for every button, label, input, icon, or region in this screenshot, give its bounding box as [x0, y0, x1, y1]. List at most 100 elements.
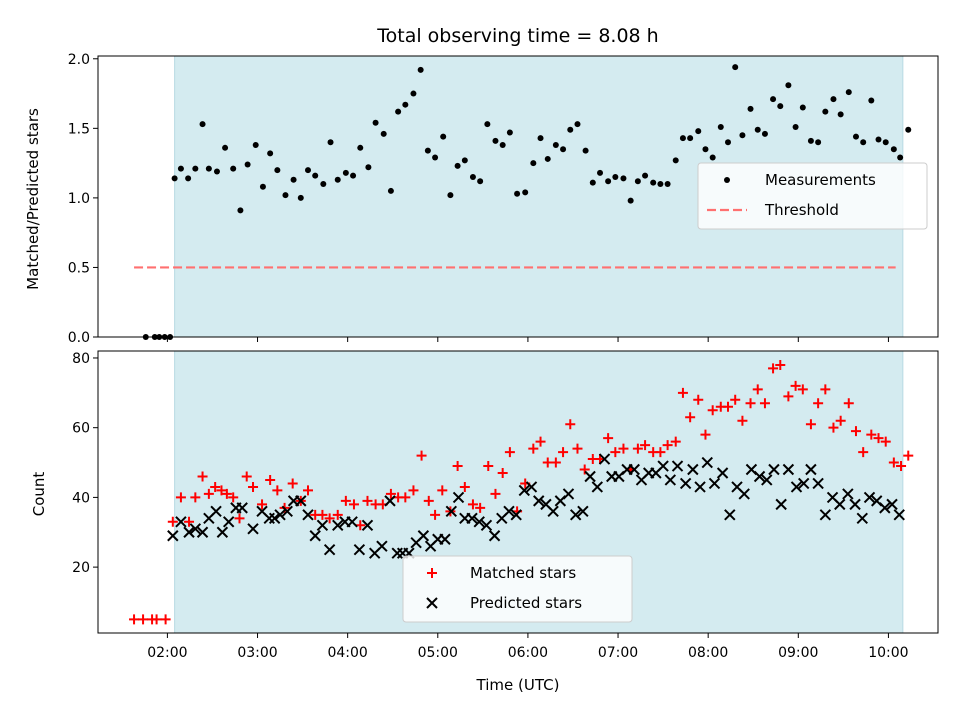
data-point	[423, 495, 434, 506]
data-point	[282, 192, 289, 199]
data-point	[797, 384, 808, 395]
data-point	[777, 103, 784, 110]
data-point	[598, 453, 611, 465]
data-point	[297, 194, 304, 201]
legend-box	[402, 555, 633, 623]
data-point	[499, 142, 506, 149]
data-point	[236, 502, 248, 514]
data-point	[717, 123, 724, 130]
data-point	[754, 126, 761, 133]
data-point	[290, 176, 297, 183]
legend-marker	[724, 177, 730, 183]
data-point	[525, 481, 538, 493]
data-point	[775, 359, 786, 370]
data-point	[332, 509, 343, 520]
data-point	[281, 505, 293, 518]
data-point	[210, 481, 221, 492]
data-point	[822, 108, 829, 115]
legend-label: Measurements	[765, 171, 876, 189]
bottom-y-axis-label: Count	[30, 472, 48, 517]
x-axis-label: Time (UTC)	[476, 676, 560, 694]
data-point	[759, 398, 770, 409]
data-point	[679, 477, 692, 490]
data-point	[782, 463, 795, 476]
x-tick-label: 07:00	[598, 645, 638, 661]
data-point	[723, 401, 733, 412]
data-point	[662, 440, 673, 451]
data-point	[591, 481, 604, 493]
data-point	[610, 447, 621, 458]
data-point	[199, 121, 206, 128]
data-point	[627, 197, 634, 204]
data-point	[324, 513, 335, 524]
data-point	[492, 137, 499, 144]
data-point	[190, 492, 201, 503]
data-point	[577, 505, 589, 518]
data-point	[247, 523, 259, 535]
data-point	[603, 433, 614, 444]
data-point	[400, 492, 411, 503]
data-point	[316, 519, 329, 531]
data-point	[768, 363, 779, 374]
data-point	[340, 495, 351, 506]
data-point	[175, 492, 186, 503]
data-point	[650, 179, 657, 186]
data-point	[303, 485, 313, 496]
data-point	[469, 174, 476, 181]
top-panel: 0.0 0.5 1.0 1.5 2.0 Measurements Threshold	[68, 52, 939, 346]
data-point	[671, 460, 684, 472]
data-point	[574, 121, 581, 128]
data-point	[761, 130, 768, 137]
data-point	[730, 394, 741, 405]
data-point	[167, 530, 179, 542]
data-point	[445, 505, 458, 518]
data-point	[237, 207, 244, 214]
data-point	[657, 460, 669, 472]
data-point	[724, 509, 736, 521]
data-point	[437, 485, 448, 496]
legend-label: Matched stars	[470, 564, 576, 582]
data-point	[432, 154, 439, 161]
data-point	[430, 509, 441, 520]
data-point	[879, 502, 891, 514]
data-point	[747, 105, 754, 112]
data-point	[716, 467, 729, 479]
data-point	[252, 142, 259, 149]
data-point	[875, 136, 882, 143]
data-point	[672, 157, 679, 164]
data-point	[350, 172, 357, 179]
x-tick-label: 06:00	[508, 645, 548, 661]
data-point	[332, 519, 344, 531]
x-tick-label: 09:00	[778, 645, 818, 661]
data-point	[210, 505, 222, 518]
data-point	[447, 192, 454, 199]
data-point	[807, 137, 814, 144]
y-tick-label: 0.5	[68, 260, 90, 276]
data-point	[222, 516, 235, 528]
legend: Measurements Threshold	[697, 162, 928, 230]
data-point	[632, 443, 643, 454]
data-point	[528, 443, 539, 454]
data-point	[184, 516, 195, 527]
data-point	[267, 150, 274, 157]
data-point	[171, 175, 178, 182]
data-point	[395, 108, 402, 115]
data-point	[160, 614, 171, 625]
data-point	[815, 139, 822, 146]
data-point	[362, 495, 373, 506]
data-point	[151, 614, 162, 625]
data-point	[709, 154, 716, 161]
data-point	[642, 172, 649, 179]
data-point	[424, 147, 431, 154]
data-point	[858, 447, 869, 458]
data-point	[244, 161, 251, 168]
data-point	[842, 488, 854, 500]
data-point	[417, 66, 424, 73]
data-point	[203, 488, 214, 499]
x-tick-label: 05:00	[418, 645, 458, 661]
data-point	[890, 146, 897, 153]
data-point	[664, 180, 671, 187]
data-point	[205, 165, 212, 172]
data-point	[849, 498, 861, 511]
data-point	[348, 499, 359, 510]
